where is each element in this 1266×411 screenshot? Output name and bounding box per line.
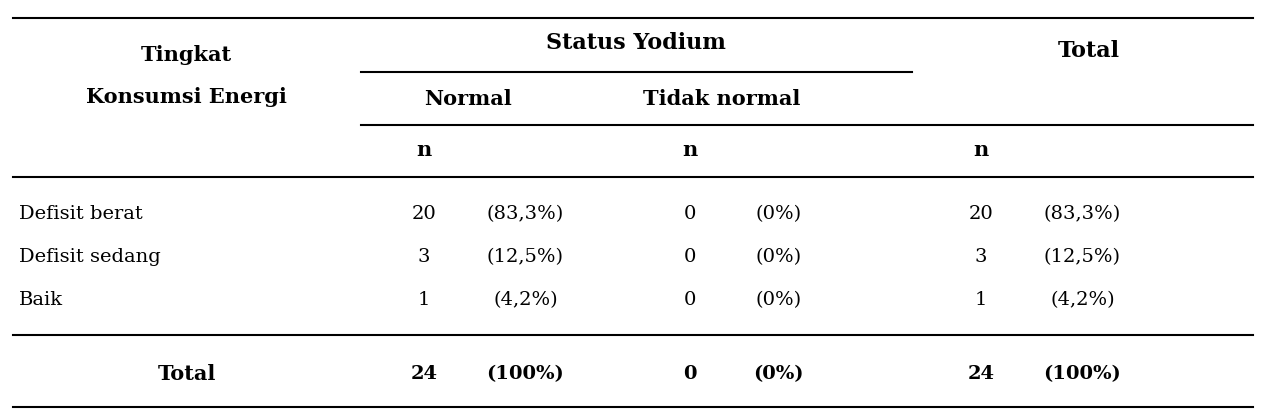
Text: (4,2%): (4,2%) bbox=[492, 291, 558, 309]
Text: Tingkat: Tingkat bbox=[142, 46, 232, 65]
Text: 3: 3 bbox=[975, 248, 987, 266]
Text: (100%): (100%) bbox=[1043, 365, 1122, 383]
Text: 1: 1 bbox=[418, 291, 430, 309]
Text: n: n bbox=[974, 140, 989, 160]
Text: Defisit berat: Defisit berat bbox=[19, 205, 143, 223]
Text: 0: 0 bbox=[684, 205, 696, 223]
Text: (0%): (0%) bbox=[756, 248, 801, 266]
Text: 1: 1 bbox=[975, 291, 987, 309]
Text: Baik: Baik bbox=[19, 291, 63, 309]
Text: n: n bbox=[682, 140, 698, 160]
Text: (0%): (0%) bbox=[756, 205, 801, 223]
Text: 0: 0 bbox=[684, 291, 696, 309]
Text: (12,5%): (12,5%) bbox=[1044, 248, 1120, 266]
Text: (83,3%): (83,3%) bbox=[486, 205, 565, 223]
Text: (100%): (100%) bbox=[486, 365, 565, 383]
Text: Total: Total bbox=[157, 364, 216, 384]
Text: 0: 0 bbox=[684, 248, 696, 266]
Text: (0%): (0%) bbox=[756, 291, 801, 309]
Text: (83,3%): (83,3%) bbox=[1043, 205, 1122, 223]
Text: (4,2%): (4,2%) bbox=[1050, 291, 1115, 309]
Text: 20: 20 bbox=[968, 205, 994, 223]
Text: Total: Total bbox=[1058, 40, 1119, 62]
Text: Status Yodium: Status Yodium bbox=[546, 32, 727, 54]
Text: Defisit sedang: Defisit sedang bbox=[19, 248, 161, 266]
Text: Konsumsi Energi: Konsumsi Energi bbox=[86, 87, 287, 106]
Text: 3: 3 bbox=[418, 248, 430, 266]
Text: 0: 0 bbox=[684, 365, 696, 383]
Text: Tidak normal: Tidak normal bbox=[643, 89, 800, 109]
Text: 20: 20 bbox=[411, 205, 437, 223]
Text: 24: 24 bbox=[967, 365, 995, 383]
Text: 24: 24 bbox=[410, 365, 438, 383]
Text: Normal: Normal bbox=[424, 89, 513, 109]
Text: (0%): (0%) bbox=[753, 365, 804, 383]
Text: (12,5%): (12,5%) bbox=[487, 248, 563, 266]
Text: n: n bbox=[417, 140, 432, 160]
